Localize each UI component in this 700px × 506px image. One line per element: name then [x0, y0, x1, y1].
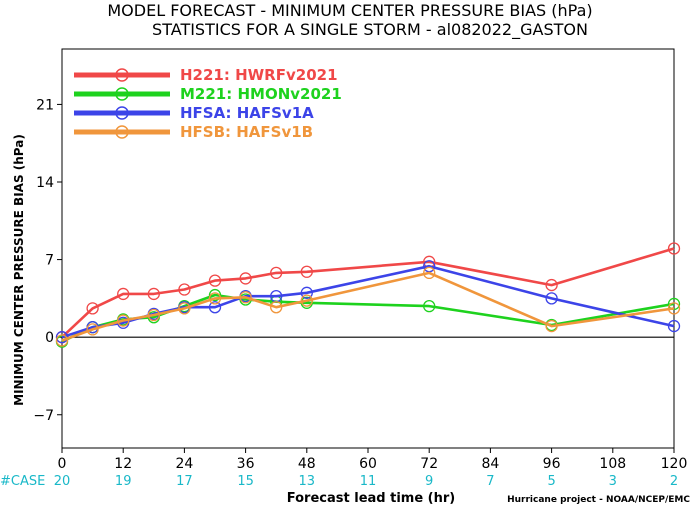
series-group	[55, 242, 681, 344]
legend-swatch-marker	[115, 87, 129, 101]
plot-grid: −7 0 7 14 21 0 20 12 19 24 17 36 15 48 13 60 11 72 9 84 7 96 5…	[33, 97, 687, 489]
data-point	[86, 323, 99, 336]
data-point	[208, 274, 222, 287]
case-count: 3	[609, 474, 617, 489]
x-tick-label: 108	[599, 456, 626, 472]
data-point	[545, 319, 558, 333]
data-point	[208, 288, 222, 302]
data-point	[423, 266, 436, 280]
series-group	[55, 266, 681, 347]
legend-item: HFSA: HAFSv1A	[74, 104, 314, 122]
y-tick-label: 7	[45, 253, 54, 269]
data-point	[667, 242, 681, 255]
legend-label: H221: HWRFv2021	[180, 66, 338, 84]
y-tick-label: 0	[45, 330, 54, 346]
y-tick-label: 14	[36, 175, 54, 191]
data-point	[300, 294, 313, 307]
y-axis-label: MINIMUM CENTER PRESSURE BIAS (hPa)	[12, 134, 26, 406]
legend-label: HFSA: HAFSv1A	[180, 104, 314, 122]
plot-series	[55, 242, 681, 348]
legend-label: M221: HMONv2021	[180, 85, 342, 103]
data-point	[239, 291, 252, 304]
legend-swatch-marker	[115, 125, 129, 139]
x-tick-label: 24	[175, 456, 193, 472]
data-point	[270, 301, 283, 314]
x-tick-label: 0	[58, 456, 67, 472]
data-point	[55, 334, 69, 347]
data-point	[147, 308, 160, 322]
x-tick-label: 96	[543, 456, 561, 472]
x-tick-label: 120	[661, 456, 688, 472]
case-label: #CASE	[0, 474, 45, 489]
data-point	[545, 292, 558, 305]
case-count: 11	[360, 474, 377, 489]
data-point	[208, 292, 222, 305]
case-count: 7	[486, 474, 494, 489]
case-count: 17	[176, 474, 193, 489]
data-point	[117, 314, 130, 327]
y-tick-label: −7	[33, 408, 54, 424]
plot-frame	[61, 48, 675, 449]
case-count: 9	[425, 474, 433, 489]
data-point	[117, 287, 130, 301]
case-count: 2	[670, 474, 678, 489]
series-group	[55, 260, 681, 344]
x-tick-label: 84	[481, 456, 499, 472]
data-point	[300, 286, 313, 299]
credit-text: Hurricane project - NOAA/NCEP/EMC	[507, 495, 690, 505]
legend-item: M221: HMONv2021	[74, 85, 342, 103]
x-tick-label: 48	[298, 456, 316, 472]
chart-subtitle: STATISTICS FOR A SINGLE STORM - al082022…	[152, 20, 588, 40]
data-point	[86, 302, 99, 315]
case-count: 15	[237, 474, 254, 489]
x-tick-label: 12	[114, 456, 132, 472]
data-point	[667, 302, 681, 315]
legend-swatch-marker	[115, 106, 129, 120]
legend-item: HFSB: HAFSv1B	[74, 123, 313, 141]
case-count: 13	[299, 474, 316, 489]
x-tick-label: 36	[237, 456, 255, 472]
series-line	[61, 271, 675, 342]
series-line	[61, 247, 675, 339]
data-point	[178, 302, 191, 315]
case-count: 19	[115, 474, 132, 489]
legend-label: HFSB: HAFSv1B	[180, 123, 313, 141]
legend-swatch-marker	[115, 68, 129, 82]
series-line	[61, 293, 675, 343]
chart-title: MODEL FORECAST - MINIMUM CENTER PRESSURE…	[107, 1, 592, 20]
case-count: 5	[547, 474, 555, 489]
legend-item: H221: HWRFv2021	[74, 66, 338, 84]
data-point	[423, 299, 436, 313]
data-point	[545, 278, 558, 292]
x-tick-label: 72	[420, 456, 438, 472]
data-point	[239, 272, 252, 285]
x-axis-label: Forecast lead time (hr)	[287, 491, 455, 506]
data-point	[667, 319, 681, 333]
x-tick-label: 60	[359, 456, 377, 472]
data-point	[270, 266, 283, 280]
case-count: 20	[54, 474, 71, 489]
data-point	[147, 287, 160, 301]
data-point	[208, 301, 222, 314]
data-point	[178, 283, 191, 296]
y-tick-label: 21	[36, 97, 54, 113]
data-point	[300, 265, 313, 278]
